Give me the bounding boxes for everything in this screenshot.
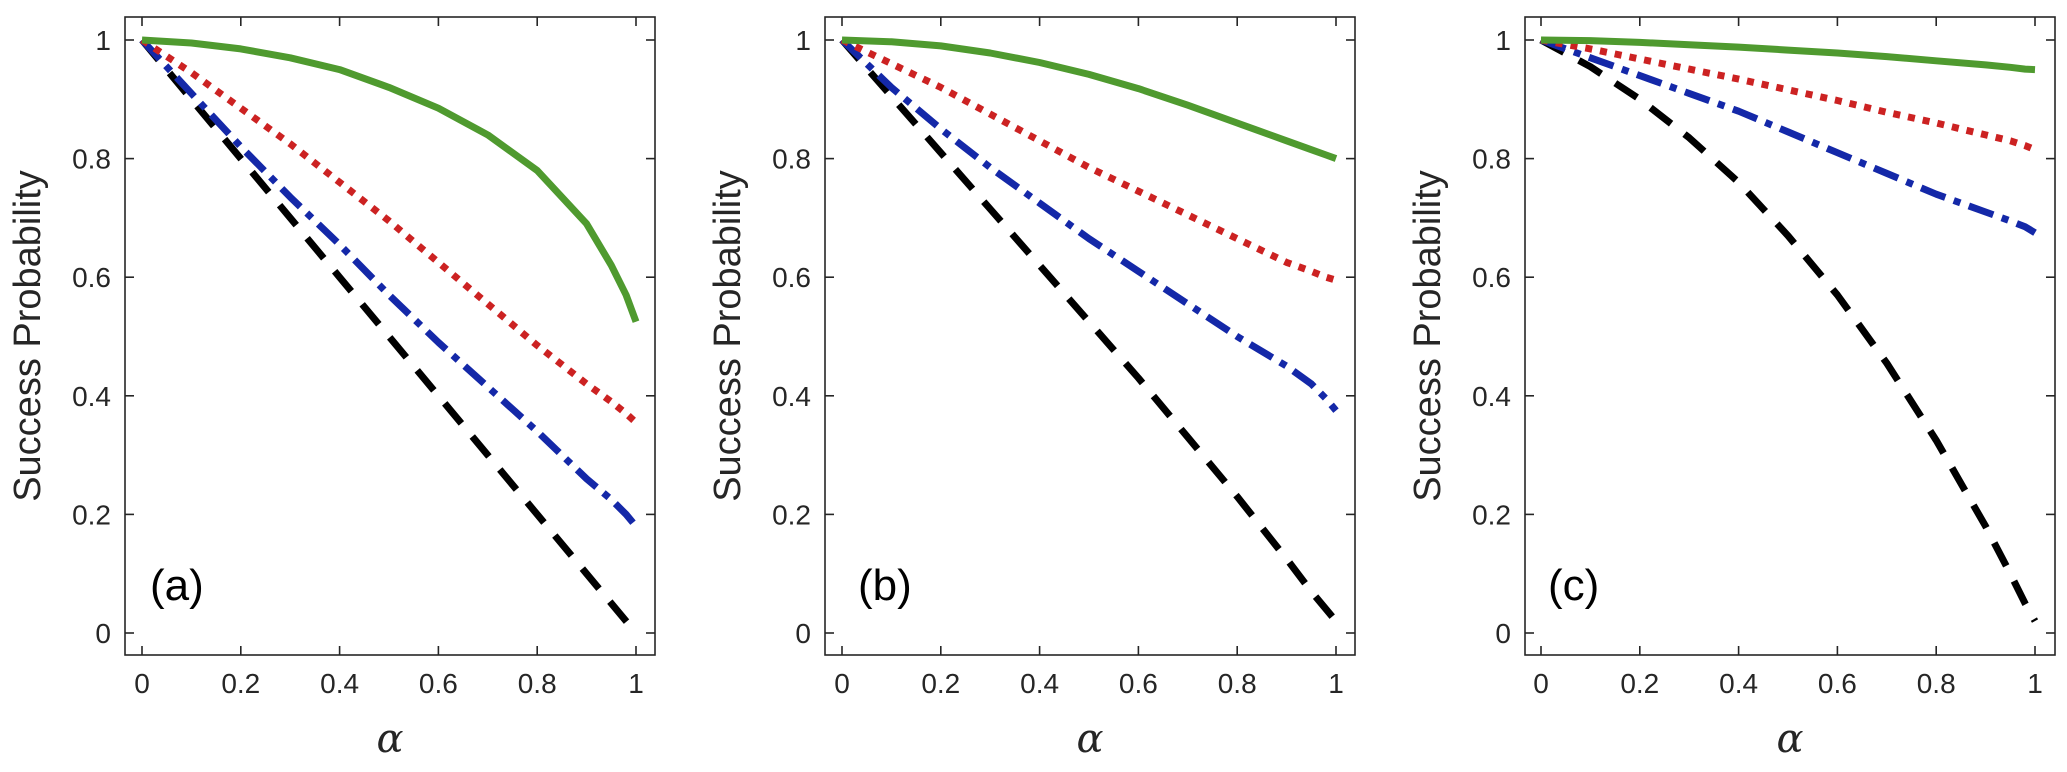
x-tick-label: 0 bbox=[834, 668, 850, 699]
y-tick-label: 0.4 bbox=[1472, 381, 1511, 412]
x-tick-label: 0.6 bbox=[1818, 668, 1857, 699]
series-line-dashdot bbox=[1539, 36, 2037, 236]
y-axis-title: Success Probability bbox=[1407, 170, 1449, 502]
series-line-solid bbox=[141, 36, 640, 323]
x-tick-label: 1 bbox=[1328, 668, 1344, 699]
y-tick-label: 0 bbox=[95, 618, 111, 649]
series-line-dashed bbox=[839, 37, 1339, 624]
x-tick-label: 0.8 bbox=[1917, 668, 1956, 699]
y-tick-label: 0.4 bbox=[772, 381, 811, 412]
x-axis-title: α bbox=[1076, 716, 1103, 762]
y-tick-label: 0.6 bbox=[772, 262, 811, 293]
y-axis-title: Success Probability bbox=[7, 170, 49, 502]
series-line-dashdot bbox=[139, 37, 639, 529]
x-tick-label: 0 bbox=[1533, 668, 1549, 699]
panel-c: 0 0.2 0.4 0.6 0.8 1 0 0.2 0.4 0.6 0.8 1 (c) α Success … bbox=[1407, 16, 2056, 762]
y-tick-label: 0 bbox=[795, 618, 811, 649]
panel-label: (c) bbox=[1548, 561, 1599, 610]
y-axis-title: Success Probability bbox=[707, 170, 749, 502]
series-line-solid bbox=[1540, 36, 2036, 74]
x-tick-label: 1 bbox=[2027, 668, 2043, 699]
y-tick-label: 0.2 bbox=[1472, 499, 1511, 530]
y-tick-label: 1 bbox=[1495, 25, 1511, 56]
x-tick-label: 0.4 bbox=[1020, 668, 1059, 699]
y-tick-label: 0.6 bbox=[72, 262, 111, 293]
y-tick-label: 0.8 bbox=[1472, 144, 1511, 175]
series-line-dotted bbox=[840, 36, 1338, 284]
x-tick-label: 0.6 bbox=[1119, 668, 1158, 699]
x-tick-label: 0.2 bbox=[1620, 668, 1659, 699]
series-line-dotted bbox=[1540, 36, 2037, 153]
series-line-dashed bbox=[139, 37, 639, 636]
y-tick-label: 0 bbox=[1495, 618, 1511, 649]
panel-label: (b) bbox=[858, 561, 912, 610]
x-axis-title: α bbox=[1776, 716, 1803, 762]
x-tick-label: 0.2 bbox=[221, 668, 260, 699]
x-axis-title: α bbox=[376, 716, 403, 762]
axes-frame bbox=[124, 16, 656, 656]
y-tick-label: 1 bbox=[95, 25, 111, 56]
x-tick-label: 0.4 bbox=[320, 668, 359, 699]
panel-a: 0 0.2 0.4 0.6 0.8 1 0 0.2 0.4 0.6 0.8 1 (a) α Success … bbox=[7, 16, 656, 762]
series-line-dashed bbox=[1539, 36, 2039, 623]
y-tick-label: 0.8 bbox=[72, 144, 111, 175]
series-line-dashdot bbox=[839, 37, 1339, 413]
x-tick-label: 0.4 bbox=[1719, 668, 1758, 699]
x-tick-label: 1 bbox=[628, 668, 644, 699]
y-tick-label: 0.4 bbox=[72, 381, 111, 412]
axes-frame bbox=[824, 16, 1356, 656]
x-tick-label: 0 bbox=[134, 668, 150, 699]
y-tick-label: 0.8 bbox=[772, 144, 811, 175]
x-tick-label: 0.6 bbox=[419, 668, 458, 699]
panel-b: 0 0.2 0.4 0.6 0.8 1 0 0.2 0.4 0.6 0.8 1 (b) α Success … bbox=[707, 16, 1356, 762]
y-tick-label: 0.2 bbox=[772, 499, 811, 530]
x-tick-label: 0.2 bbox=[921, 668, 960, 699]
panel-label: (a) bbox=[150, 561, 204, 610]
series-line-solid bbox=[841, 36, 1338, 162]
series-line-dotted bbox=[140, 37, 639, 426]
x-tick-label: 0.8 bbox=[1218, 668, 1257, 699]
y-tick-label: 0.2 bbox=[72, 499, 111, 530]
axes-frame bbox=[1524, 16, 2056, 656]
y-tick-label: 0.6 bbox=[1472, 262, 1511, 293]
x-tick-label: 0.8 bbox=[518, 668, 557, 699]
y-tick-label: 1 bbox=[795, 25, 811, 56]
